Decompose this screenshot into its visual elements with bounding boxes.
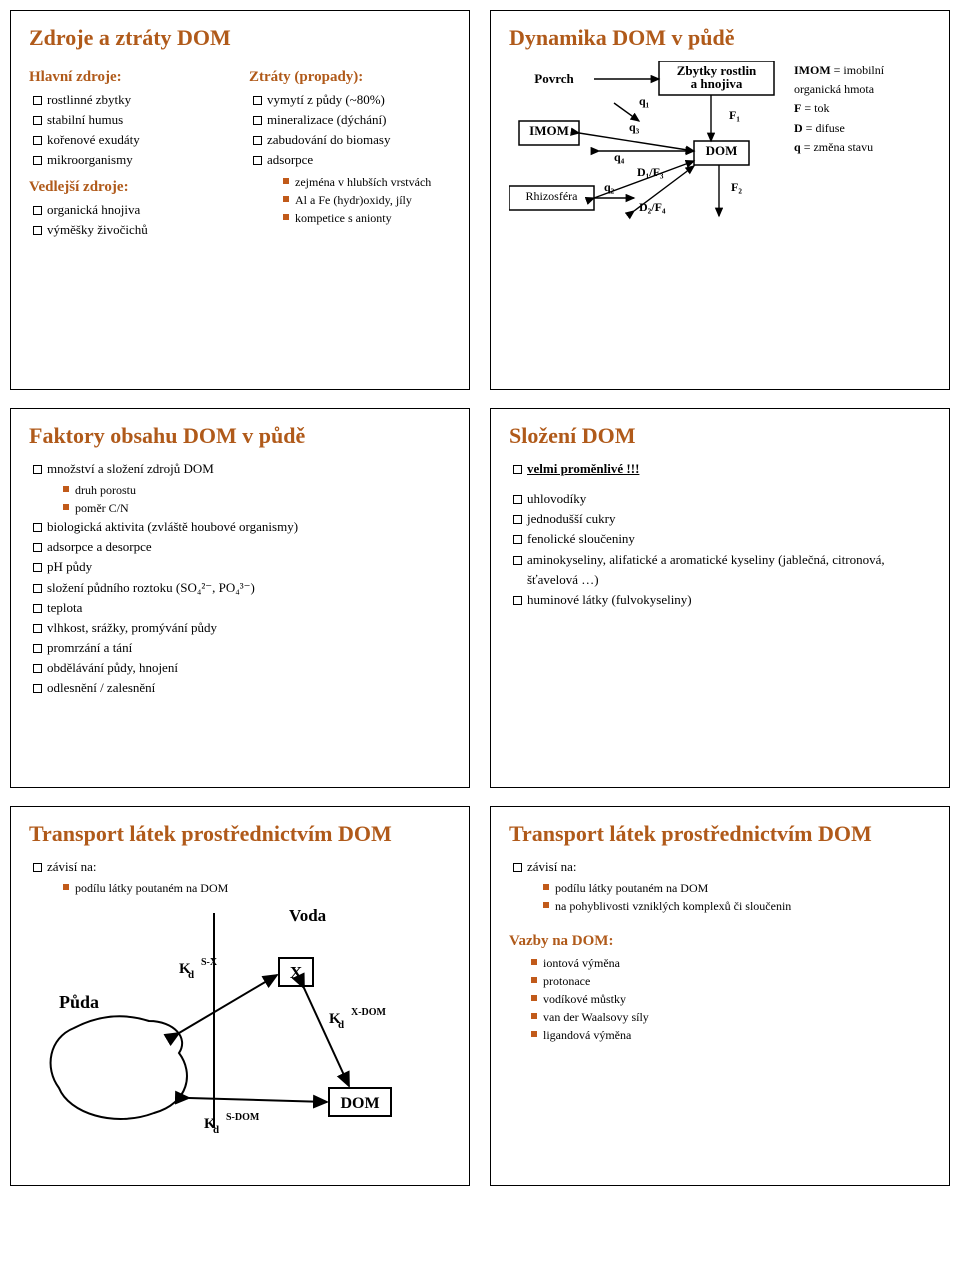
list-item: vymytí z půdy (~80%) bbox=[253, 90, 451, 110]
slide-title: Zdroje a ztráty DOM bbox=[29, 25, 451, 51]
list-item: aminokyseliny, alifatické a aromatické k… bbox=[513, 550, 931, 590]
slide-faktory: Faktory obsahu DOM v půdě množství a slo… bbox=[10, 408, 470, 788]
svg-text:Voda: Voda bbox=[289, 906, 327, 925]
list-item: stabilní humus bbox=[33, 110, 231, 130]
list-item: obdělávání půdy, hnojení bbox=[33, 658, 451, 678]
subhead-ztraty: Ztráty (propady): bbox=[249, 69, 451, 86]
svg-text:F₂: F₂ bbox=[731, 180, 742, 194]
list-item: závisí na: podílu látky poutaném na DOM bbox=[33, 857, 451, 897]
svg-text:q₂: q₂ bbox=[604, 180, 615, 194]
svg-text:d: d bbox=[338, 1019, 344, 1031]
list-item: vlhkost, srážky, promývání půdy bbox=[33, 618, 451, 638]
list-item: množství a složení zdrojů DOMdruh porost… bbox=[33, 459, 451, 517]
legend-dynamika: IMOM = imobilní organická hmotaF = tokD … bbox=[794, 61, 931, 157]
list-sub-item: iontová výměna bbox=[531, 954, 931, 972]
list-item: jednodušší cukry bbox=[513, 509, 931, 529]
subhead-vedlejsi-zdroje: Vedlejší zdroje: bbox=[29, 179, 231, 196]
slide-title: Složení DOM bbox=[509, 423, 931, 449]
diagram-dynamika: PovrchIMOMDOMRhizosféraZbytky rostlina h… bbox=[509, 61, 784, 236]
svg-text:Rhizosféra: Rhizosféra bbox=[526, 189, 579, 203]
list-item: uhlovodíky bbox=[513, 489, 931, 509]
list-item: závisí na: podílu látky poutaném na DOMn… bbox=[513, 857, 931, 915]
svg-text:q₁: q₁ bbox=[639, 94, 650, 108]
list-item: promrzání a tání bbox=[33, 638, 451, 658]
list-sub-item: ligandová výměna bbox=[531, 1026, 931, 1044]
list-item: odlesnění / zalesnění bbox=[33, 678, 451, 698]
list-item: složení půdního roztoku (SO₄²⁻, PO₄³⁻) bbox=[33, 578, 451, 598]
list-item: velmi proměnlivé !!! bbox=[513, 459, 931, 479]
list-item: mineralizace (dýchání) bbox=[253, 110, 451, 130]
slide-slozeni: Složení DOM velmi proměnlivé !!! uhlovod… bbox=[490, 408, 950, 788]
svg-text:X: X bbox=[290, 963, 303, 982]
list-item: huminové látky (fulvokyseliny) bbox=[513, 590, 931, 610]
svg-text:Povrch: Povrch bbox=[534, 71, 574, 86]
list-item: teplota bbox=[33, 598, 451, 618]
svg-text:d: d bbox=[188, 969, 194, 981]
subhead-vazby: Vazby na DOM: bbox=[509, 933, 931, 950]
list-item: organická hnojiva bbox=[33, 200, 231, 220]
list-item: mikroorganismy bbox=[33, 150, 231, 170]
slide-transport-1: Transport látek prostřednictvím DOM závi… bbox=[10, 806, 470, 1186]
list-item: kořenové exudáty bbox=[33, 130, 231, 150]
list-sub-item: na pohyblivosti vzniklých komplexů či sl… bbox=[543, 897, 931, 915]
list-sub-item: kompetice s anionty bbox=[283, 209, 451, 227]
list-sub-item: protonace bbox=[531, 972, 931, 990]
list-sub-item: druh porostu bbox=[63, 481, 451, 499]
svg-text:F₁: F₁ bbox=[729, 108, 740, 122]
svg-text:Půda: Půda bbox=[59, 992, 99, 1012]
svg-text:DOM: DOM bbox=[340, 1095, 379, 1112]
list-item: zabudování do biomasy bbox=[253, 130, 451, 150]
list-item: fenolické sloučeniny bbox=[513, 529, 931, 549]
subhead-hlavni-zdroje: Hlavní zdroje: bbox=[29, 69, 231, 86]
slide-title: Faktory obsahu DOM v půdě bbox=[29, 423, 451, 449]
svg-text:S-DOM: S-DOM bbox=[226, 1112, 260, 1123]
svg-text:D₁/F₃: D₁/F₃ bbox=[637, 165, 664, 179]
slide-title: Transport látek prostřednictvím DOM bbox=[29, 821, 451, 847]
slide-title: Transport látek prostřednictvím DOM bbox=[509, 821, 931, 847]
svg-text:q₃: q₃ bbox=[629, 120, 640, 134]
slide-zdroje-ztraty: Zdroje a ztráty DOM Hlavní zdroje: rostl… bbox=[10, 10, 470, 390]
slide-transport-2: Transport látek prostřednictvím DOM závi… bbox=[490, 806, 950, 1186]
list-item: rostlinné zbytky bbox=[33, 90, 231, 110]
svg-text:d: d bbox=[213, 1124, 219, 1133]
slide-title: Dynamika DOM v půdě bbox=[509, 25, 931, 51]
list-item: adsorpce a desorpce bbox=[33, 537, 451, 557]
list-sub-item: vodíkové můstky bbox=[531, 990, 931, 1008]
svg-text:a hnojiva: a hnojiva bbox=[691, 76, 743, 91]
slide-dynamika: Dynamika DOM v půdě Povrch IMOM DOM Rhizosf… bbox=[490, 10, 950, 390]
list-sub-item: Al a Fe (hydr)oxidy, jíly bbox=[283, 191, 451, 209]
list-sub-item: zejména v hlubších vrstvách bbox=[283, 173, 451, 191]
list-item: adsorpcezejména v hlubších vrstváchAl a … bbox=[253, 150, 451, 226]
svg-text:q₄: q₄ bbox=[614, 150, 625, 164]
list-item: pH půdy bbox=[33, 557, 451, 577]
svg-text:IMOM: IMOM bbox=[529, 123, 569, 138]
svg-text:D₂/F₄: D₂/F₄ bbox=[639, 200, 666, 214]
svg-text:S-X: S-X bbox=[201, 957, 218, 968]
list-item: výměšky živočichů bbox=[33, 220, 231, 240]
list-sub-item: podílu látky poutaném na DOM bbox=[543, 879, 931, 897]
diagram-transport: PůdaVodaXDOMKS-XdKX-DOMdKS-DOMd bbox=[29, 903, 451, 1138]
list-sub-item: poměr C/N bbox=[63, 499, 451, 517]
list-item: biologická aktivita (zvláště houbové org… bbox=[33, 517, 451, 537]
list-sub-item: van der Waalsovy síly bbox=[531, 1008, 931, 1026]
svg-text:DOM: DOM bbox=[706, 143, 738, 158]
list-sub-item: podílu látky poutaném na DOM bbox=[63, 879, 451, 897]
svg-text:X-DOM: X-DOM bbox=[351, 1007, 387, 1018]
